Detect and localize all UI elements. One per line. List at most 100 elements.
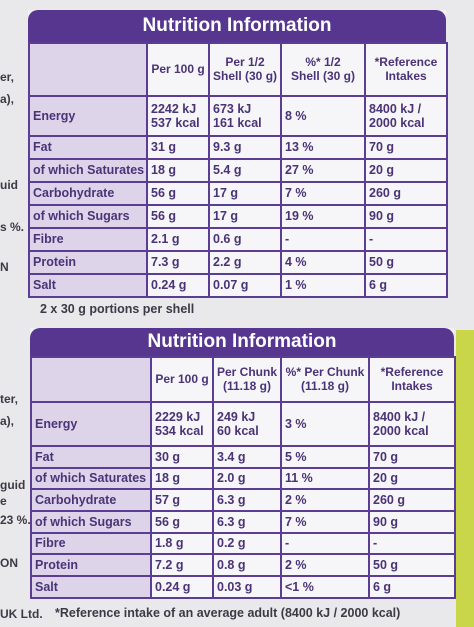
edge-text: ter, <box>0 392 19 406</box>
cell-line: %* 1/2 <box>305 54 341 69</box>
nutrition-panel: Nutrition Information Per 100 g Per 1/2 She… <box>28 10 448 298</box>
nutrient-value: 8400 kJ /2000 kcal <box>368 401 456 447</box>
nutrient-value: 8 % <box>280 95 366 137</box>
nutrient-name: Energy <box>30 401 152 447</box>
cell-line: *Reference <box>380 364 444 379</box>
nutrient-name: Carbohydrate <box>28 181 148 206</box>
nutrient-value: 31 g <box>146 135 210 160</box>
nutrient-value: 17 g <box>208 181 282 206</box>
cell-line: Intakes <box>385 68 427 83</box>
nutrient-value: 56 g <box>150 510 214 534</box>
cell-line: Shell (30 g) <box>213 68 278 83</box>
nutrient-value: 2242 kJ 537 kcal <box>146 95 210 137</box>
nutrient-row: Energy 2229 kJ 534 kcal 249 kJ 60 kcal 3 % 840… <box>30 401 456 447</box>
nutrient-value: - <box>280 227 366 252</box>
nutrient-name: Fat <box>30 445 152 469</box>
nutrient-value: 11 % <box>280 466 370 491</box>
nutrient-value: 56 g <box>146 181 210 206</box>
nutrient-name: Protein <box>30 553 152 578</box>
nutrient-value: 19 % <box>280 204 366 229</box>
nutrient-value: 13 % <box>280 135 366 160</box>
cell-line: Per 100 g <box>151 61 205 76</box>
edge-text: er, <box>0 70 15 84</box>
nutrition-table: Per 100 g Per Chunk (11.18 g) %* Per Chunk(… <box>30 356 456 599</box>
nutrient-value: 2229 kJ 534 kcal <box>150 401 214 447</box>
nutrient-value: 7 % <box>280 510 370 534</box>
nutrient-value: 673 kJ 161 kcal <box>208 95 282 137</box>
panel-title: Nutrition Information <box>30 328 454 356</box>
nutrition-table: Per 100 g Per 1/2 Shell (30 g) %* 1/2 Shell … <box>28 42 448 298</box>
nutrient-name: Fibre <box>30 531 152 556</box>
column-header: %* Per Chunk (11.18 g) <box>280 356 370 403</box>
nutrient-name: Energy <box>28 95 148 137</box>
nutrient-value: 249 kJ 60 kcal <box>212 401 282 447</box>
panel-title: Nutrition Information <box>28 10 446 42</box>
nutrient-value: 4 % <box>280 250 366 275</box>
nutrient-value: 7.3 g <box>146 250 210 275</box>
cell-line: *Reference <box>374 54 438 69</box>
edge-text: guid <box>0 478 26 492</box>
nutrient-value: 2.1 g <box>146 227 210 252</box>
nutrient-name: of which Sugars <box>28 204 148 229</box>
nutrient-value: 30 g <box>150 445 214 469</box>
nutrient-row: Energy 2242 kJ 537 kcal 673 kJ 161 kcal 8 % 84… <box>28 95 448 137</box>
table-head: Per 100 g Per 1/2 Shell (30 g) %* 1/2 Shell … <box>28 42 448 97</box>
table-head: Per 100 g Per Chunk (11.18 g) %* Per Chunk(… <box>30 356 456 403</box>
nutrient-value: 5 % <box>280 445 370 469</box>
cell-line: 534 kcal <box>155 424 204 438</box>
nutrient-value: 0.03 g <box>212 575 282 599</box>
edge-text: s %. <box>0 220 25 234</box>
nutrient-value: 90 g <box>364 204 448 229</box>
nutrient-value: 5.4 g <box>208 158 282 183</box>
nutrient-value: 9.3 g <box>208 135 282 160</box>
edge-text: a), <box>0 92 15 106</box>
cell-line: 60 kcal <box>217 424 259 438</box>
nutrient-value: 20 g <box>364 158 448 183</box>
nutrient-value: - <box>364 227 448 252</box>
corner-cell <box>30 356 152 403</box>
edge-text: N <box>0 260 9 274</box>
nutrient-value: 57 g <box>150 488 214 513</box>
nutrient-value: 18 g <box>146 158 210 183</box>
nutrient-name: Salt <box>30 575 152 599</box>
column-header: Per 100 g <box>146 42 210 97</box>
cell-line: 673 kJ <box>213 101 252 116</box>
cell-line: 2000 kcal <box>373 424 429 438</box>
nutrient-value: 260 g <box>364 181 448 206</box>
footnote: 2 x 30 g portions per shell <box>40 302 195 316</box>
nutrient-value: 70 g <box>368 445 456 469</box>
column-header: Per 1/2 Shell (30 g) <box>208 42 282 97</box>
cell-line: 537 kcal <box>151 116 200 130</box>
nutrient-value: 17 g <box>208 204 282 229</box>
header-row: Per 100 g Per Chunk (11.18 g) %* Per Chunk(… <box>30 356 456 403</box>
nutrient-row: Fibre 1.8 g 0.2 g-- <box>30 531 456 556</box>
nutrient-name: of which Sugars <box>30 510 152 534</box>
nutrient-value: <1 % <box>280 575 370 599</box>
nutrient-value: 0.2 g <box>212 531 282 556</box>
cell-line: %* Per Chunk <box>285 364 365 379</box>
nutrient-value: 18 g <box>150 466 214 491</box>
column-header: *Reference Intakes <box>364 42 448 97</box>
nutrient-row: Fat 31 g 9.3 g 13 % 70 g <box>28 135 448 160</box>
edge-text: ON <box>0 556 18 570</box>
nutrient-name: Protein <box>28 250 148 275</box>
nutrient-value: 90 g <box>368 510 456 534</box>
nutrient-value: 27 % <box>280 158 366 183</box>
nutrition-panel: Nutrition Information Per 100 g Per Chunk(… <box>30 328 456 599</box>
nutrient-value: 7 % <box>280 181 366 206</box>
table-body: Energy 2242 kJ 537 kcal 673 kJ 161 kcal 8 % 84… <box>28 95 448 298</box>
nutrient-value: 7.2 g <box>150 553 214 578</box>
nutrient-value: 8400 kJ /2000 kcal <box>364 95 448 137</box>
header-row: Per 100 g Per 1/2 Shell (30 g) %* 1/2 Shell … <box>28 42 448 97</box>
nutrient-value: 0.8 g <box>212 553 282 578</box>
cell-line: Per Chunk <box>217 364 278 379</box>
nutrient-value: 0.07 g <box>208 273 282 298</box>
cell-line: Per 1/2 <box>225 54 265 69</box>
nutrient-value: 0.24 g <box>150 575 214 599</box>
edge-text: uid <box>0 178 18 192</box>
nutrient-row: of which Sugars 56 g 17 g 19 % 90 g <box>28 204 448 229</box>
